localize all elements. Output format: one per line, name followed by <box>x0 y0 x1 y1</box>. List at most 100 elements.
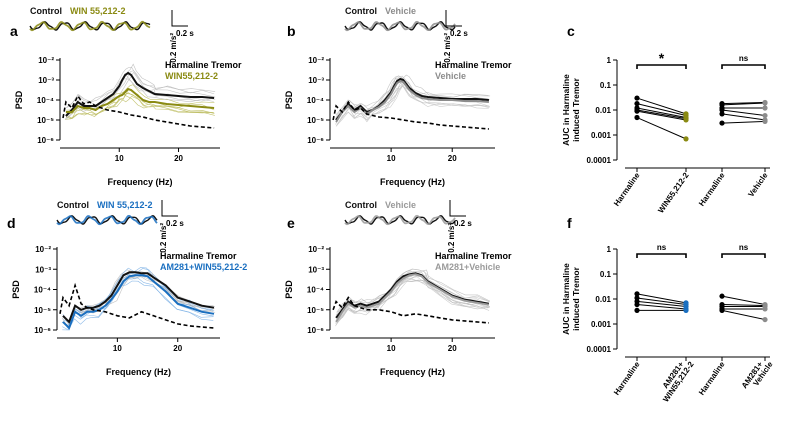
pair-line <box>721 120 766 124</box>
trace-legend-control: Control <box>30 6 62 16</box>
individual-trace <box>66 63 216 108</box>
x-tick-label: 10 <box>387 154 396 163</box>
scale-amplitude-label: 0.2 m/s² <box>443 33 452 63</box>
y-tick-label: 10⁻³ <box>38 76 54 85</box>
y-axis-label-line2: induced Tremor <box>571 266 581 330</box>
series-line-treatment <box>62 274 215 330</box>
panel-letter: e <box>287 215 295 231</box>
trace-treatment <box>56 214 158 226</box>
point-before <box>634 291 640 297</box>
y-tick-label: 10⁻⁴ <box>307 96 324 105</box>
point-before <box>719 111 725 117</box>
scale-time-label: 0.2 s <box>454 219 472 228</box>
pair-line <box>721 309 766 321</box>
legend-treatment: Vehicle <box>435 71 466 81</box>
scale-amplitude-label: 0.2 m/s² <box>447 223 456 253</box>
individual-trace <box>335 270 489 316</box>
significance-bracket <box>721 64 766 69</box>
x-category-label: Harmaline <box>612 171 642 208</box>
legend-harmaline: Harmaline Tremor <box>160 251 237 261</box>
y-tick-label: 0.001 <box>591 320 612 329</box>
individual-trace <box>336 268 490 321</box>
trace-legend-treatment: WIN 55,212-2 <box>70 6 126 16</box>
x-tick-label: 20 <box>448 344 457 353</box>
individual-trace <box>62 273 214 327</box>
pair-line <box>636 304 687 310</box>
panel-letter: c <box>567 23 575 39</box>
panel-d: d Control WIN 55,212-2 0.2 m/s²0.2 s 10⁻² 10⁻… <box>7 200 247 377</box>
series-line-treatment <box>335 79 489 123</box>
individual-trace <box>336 279 490 323</box>
point-before <box>719 107 725 113</box>
point-before <box>634 114 640 121</box>
x-tick-label: 20 <box>448 154 457 163</box>
y-tick-label: 10⁻⁶ <box>34 326 51 335</box>
point-after <box>762 306 768 312</box>
trace-legend-control: Control <box>57 200 89 210</box>
point-after <box>683 117 689 123</box>
point-after <box>762 112 768 119</box>
point-after <box>762 100 768 106</box>
x-category-label: Vehicle <box>746 171 770 199</box>
individual-trace <box>335 75 489 116</box>
panel-letter: d <box>7 215 16 231</box>
y-tick-label: 1 <box>607 56 612 65</box>
y-tick-label: 10⁻³ <box>35 265 51 274</box>
y-tick-label: 10⁻³ <box>308 76 324 85</box>
y-tick-label: 10⁻² <box>308 245 324 254</box>
legend-treatment: WIN55,212-2 <box>165 71 218 81</box>
pair-line <box>721 102 766 106</box>
scale-bar <box>161 200 178 217</box>
x-category-label: Harmaline <box>612 360 642 397</box>
significance-bracket <box>636 253 687 258</box>
x-tick-label: 20 <box>174 154 183 163</box>
x-axis-label: Frequency (Hz) <box>107 177 172 187</box>
significance-label: * <box>659 50 665 66</box>
pair-line <box>636 110 687 121</box>
series-line-control <box>59 282 215 329</box>
pair-line <box>636 117 687 140</box>
point-before <box>634 307 640 313</box>
point-after <box>683 307 689 313</box>
panel-letter: b <box>287 23 296 39</box>
trace-legend-control: Control <box>345 200 377 210</box>
legend-harmaline: Harmaline Tremor <box>435 60 512 70</box>
y-tick-label: 10⁻⁵ <box>34 306 51 315</box>
individual-trace <box>65 66 215 108</box>
pair-line <box>721 109 766 117</box>
pair-line <box>721 304 766 306</box>
legend-harmaline: Harmaline Tremor <box>165 60 242 70</box>
pair-line <box>636 103 687 117</box>
x-axis-label: Frequency (Hz) <box>380 177 445 187</box>
y-axis-label: PSD <box>14 90 24 109</box>
y-tick-label: 10⁻² <box>38 56 54 65</box>
significance-label: ns <box>739 54 749 63</box>
point-before <box>634 95 640 101</box>
y-tick-label: 10⁻⁴ <box>307 286 324 295</box>
series-line-control <box>332 100 489 130</box>
y-tick-label: 0.0001 <box>587 156 612 165</box>
pair-line <box>721 101 766 105</box>
series-line-harmaline <box>65 71 215 117</box>
trace-treatment <box>344 20 456 32</box>
point-after <box>683 136 689 142</box>
x-axis-label: Frequency (Hz) <box>106 367 171 377</box>
series-line-harmaline <box>335 77 489 121</box>
individual-trace <box>336 277 490 325</box>
panel-c: c 1 0.1 0.01 0.001 0.0001 AUC in Harmaline indu… <box>561 23 770 215</box>
pair-line <box>721 295 766 306</box>
panel-letter: a <box>10 23 18 39</box>
x-tick-label: 20 <box>173 344 182 353</box>
x-tick-label: 10 <box>387 344 396 353</box>
individual-trace <box>63 271 215 325</box>
panel-b: b Control Vehicle 0.2 m/s²0.2 s 10⁻² 10⁻³ 10⁻⁴… <box>284 6 512 187</box>
point-before <box>634 101 640 107</box>
panel-f: f 1 0.1 0.01 0.001 0.0001 AUC in Harmaline indu… <box>561 215 775 404</box>
y-tick-label: 10⁻² <box>308 56 324 65</box>
panel-a: a Control WIN 55,212-2 0.2 m/s²0.2 s 10⁻² 10⁻… <box>10 6 242 187</box>
pair-line <box>636 109 687 120</box>
point-before <box>719 293 725 299</box>
individual-trace <box>337 74 491 119</box>
y-axis-label-line2: induced Tremor <box>571 77 581 141</box>
